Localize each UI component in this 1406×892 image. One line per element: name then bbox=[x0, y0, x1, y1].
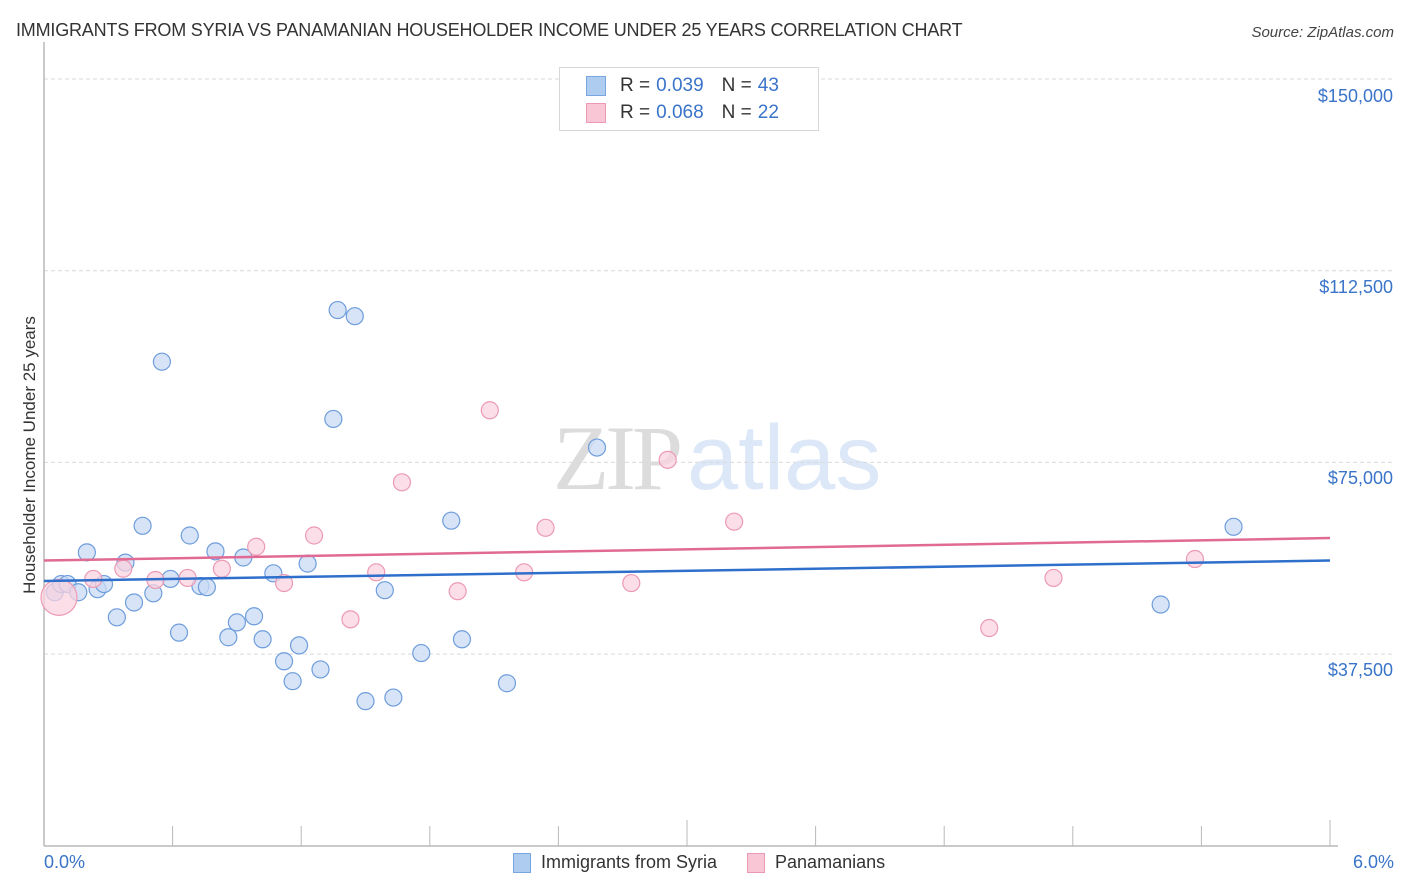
data-point bbox=[304, 526, 324, 545]
data-point bbox=[197, 578, 216, 597]
data-point bbox=[247, 537, 266, 556]
n-value: 22 bbox=[757, 102, 779, 123]
legend-swatch-blue bbox=[586, 76, 606, 96]
y-axis-label: Householder Income Under 25 years bbox=[20, 316, 39, 594]
source-label: Source: ZipAtlas.com bbox=[1251, 24, 1394, 41]
data-point bbox=[1044, 568, 1063, 588]
data-point bbox=[345, 307, 364, 326]
data-point bbox=[124, 593, 144, 612]
data-point bbox=[1224, 517, 1243, 536]
n-label: N = bbox=[721, 102, 752, 123]
data-point bbox=[1151, 595, 1170, 614]
data-point bbox=[328, 300, 347, 320]
data-point bbox=[253, 630, 272, 649]
legend-swatch-pink bbox=[747, 852, 766, 873]
data-point bbox=[392, 473, 412, 492]
data-point bbox=[40, 578, 78, 616]
legend-swatch-pink bbox=[586, 103, 606, 123]
data-point bbox=[298, 554, 317, 573]
data-point bbox=[367, 563, 386, 582]
data-point bbox=[725, 512, 744, 531]
data-point bbox=[587, 438, 607, 457]
data-point bbox=[283, 672, 302, 691]
r-label: R = bbox=[620, 102, 651, 123]
legend-label-syria: Immigrants from Syria bbox=[541, 852, 718, 872]
legend-label-panamanians: Panamanians bbox=[775, 852, 886, 872]
series-legend: Immigrants from Syria Panamanians bbox=[513, 852, 915, 873]
data-point bbox=[180, 526, 199, 545]
data-point bbox=[311, 660, 330, 679]
data-point bbox=[341, 610, 360, 629]
data-point bbox=[384, 688, 403, 707]
x-tick-min: 0.0% bbox=[44, 852, 86, 872]
y-tick-150000: $150,000 bbox=[1317, 86, 1393, 106]
data-point bbox=[452, 630, 472, 649]
y-tick-37500: $37,500 bbox=[1327, 660, 1393, 680]
data-point bbox=[622, 573, 641, 593]
legend-row-panamanians: R = 0.068 N = 22 bbox=[586, 100, 779, 126]
data-point bbox=[152, 352, 171, 371]
series-panamanians bbox=[40, 401, 1205, 638]
series-immigrants-from-syria bbox=[45, 300, 1243, 711]
trend-line-syria bbox=[43, 559, 1331, 583]
n-value: 43 bbox=[757, 75, 779, 96]
data-point bbox=[169, 623, 189, 642]
legend-row-syria: R = 0.039 N = 43 bbox=[586, 73, 779, 99]
data-point bbox=[412, 643, 431, 663]
data-point bbox=[324, 409, 343, 429]
y-tick-112500: $112,500 bbox=[1319, 277, 1393, 297]
gridlines bbox=[44, 78, 1392, 655]
r-value: 0.068 bbox=[656, 102, 704, 123]
r-label: R = bbox=[620, 75, 651, 96]
data-point bbox=[219, 628, 238, 647]
trend-lines bbox=[43, 536, 1331, 583]
data-point bbox=[274, 573, 294, 593]
data-point bbox=[274, 652, 294, 671]
x-tick-max: 6.0% bbox=[1352, 852, 1394, 872]
data-point bbox=[289, 636, 309, 655]
data-point bbox=[107, 608, 126, 627]
legend-item-panamanians[interactable]: Panamanians bbox=[747, 852, 885, 873]
data-point bbox=[114, 559, 133, 578]
data-point bbox=[375, 581, 394, 600]
data-point bbox=[536, 518, 555, 537]
r-value: 0.039 bbox=[656, 75, 704, 96]
data-point bbox=[206, 542, 225, 561]
data-point bbox=[480, 401, 499, 420]
trend-line-panamanians bbox=[43, 536, 1331, 562]
axes bbox=[43, 42, 1338, 847]
correlation-legend: R = 0.039 N = 43 R = 0.068 N = 22 bbox=[559, 67, 819, 131]
data-point bbox=[212, 559, 231, 578]
data-point bbox=[77, 543, 96, 562]
data-point bbox=[448, 582, 467, 601]
legend-swatch-blue bbox=[513, 852, 531, 873]
data-point bbox=[442, 511, 461, 530]
data-point bbox=[980, 618, 999, 638]
n-label: N = bbox=[721, 75, 752, 96]
data-point bbox=[497, 674, 517, 693]
data-point bbox=[227, 613, 246, 632]
data-point bbox=[356, 692, 375, 711]
data-point bbox=[658, 450, 677, 469]
y-tick-75000: $75,000 bbox=[1327, 468, 1393, 488]
data-point bbox=[1185, 549, 1205, 569]
data-point bbox=[244, 607, 264, 626]
chart-title: IMMIGRANTS FROM SYRIA VS PANAMANIAN HOUS… bbox=[16, 20, 963, 40]
legend-item-syria[interactable]: Immigrants from Syria bbox=[513, 852, 717, 873]
data-point bbox=[133, 516, 152, 535]
